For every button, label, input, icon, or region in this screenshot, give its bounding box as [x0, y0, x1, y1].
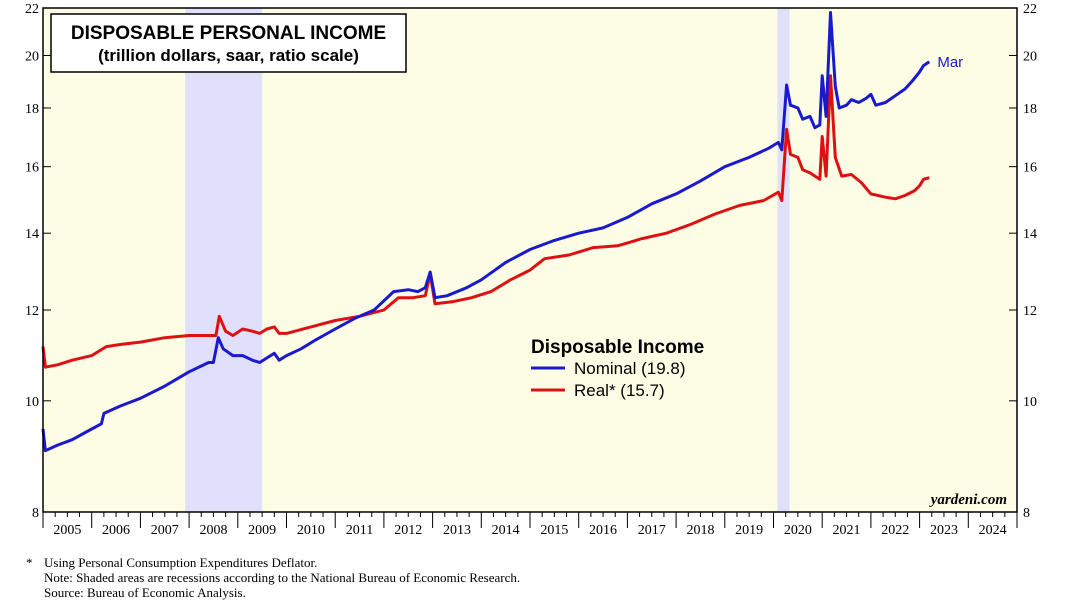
watermark-yardeni: yardeni.com — [929, 492, 1007, 508]
series-end-label-mar: Mar — [937, 54, 963, 71]
legend-item-real: Real* (15.7) — [574, 381, 665, 400]
y-tick-label-left: 18 — [25, 102, 39, 117]
legend: Disposable Income Nominal (19.8) Real* (… — [531, 337, 704, 400]
y-tick-label-left: 22 — [25, 2, 39, 17]
y-tick-label-right: 20 — [1023, 49, 1037, 64]
y-tick-label-right: 12 — [1023, 304, 1037, 319]
y-tick-label-left: 14 — [25, 227, 39, 242]
title-box: DISPOSABLE PERSONAL INCOME (trillion dol… — [50, 13, 407, 73]
x-tick-label: 2005 — [53, 523, 81, 538]
y-tick-label-right: 14 — [1023, 227, 1037, 242]
series-lines — [41, 11, 931, 453]
x-tick-label: 2017 — [638, 523, 666, 538]
series-line-real — [41, 74, 930, 369]
x-tick-label: 2016 — [589, 523, 617, 538]
series-line-nominal — [41, 11, 931, 453]
y-tick-label-left: 8 — [32, 506, 39, 521]
y-tick-label-left: 20 — [25, 49, 39, 64]
footnote-star: * — [26, 555, 33, 570]
y-axis-left: 8 10 12 14 16 18 20 22 — [25, 2, 51, 521]
x-axis: 2005 2006 2007 2008 2009 2010 2011 2012 2013 2014… — [42, 512, 1018, 538]
legend-item-nominal: Nominal (19.8) — [574, 359, 686, 378]
footnote-source: Source: Bureau of Economic Analysis. — [44, 585, 246, 600]
x-tick-label: 2018 — [686, 523, 714, 538]
x-tick-label: 2014 — [492, 523, 520, 538]
footnote-note: Note: Shaded areas are recessions accord… — [44, 570, 521, 585]
x-tick-label: 2009 — [248, 523, 276, 538]
x-tick-label: 2015 — [540, 523, 568, 538]
chart-subtitle: (trillion dollars, saar, ratio scale) — [98, 46, 359, 65]
x-tick-label: 2021 — [833, 523, 861, 538]
x-tick-label: 2013 — [443, 523, 471, 538]
footnote-deflator: * Using Personal Consumption Expenditures… — [26, 555, 520, 570]
footnotes: * Using Personal Consumption Expenditures… — [26, 555, 520, 600]
chart-title: DISPOSABLE PERSONAL INCOME — [71, 23, 386, 44]
x-tick-label: 2024 — [979, 523, 1007, 538]
x-tick-label: 2006 — [102, 523, 130, 538]
x-tick-label: 2023 — [930, 523, 958, 538]
x-tick-label: 2022 — [881, 523, 909, 538]
legend-title: Disposable Income — [531, 337, 704, 358]
y-tick-label-right: 16 — [1023, 161, 1037, 176]
x-tick-label: 2011 — [346, 523, 373, 538]
y-tick-label-left: 10 — [25, 395, 39, 410]
recession-bands — [185, 8, 790, 512]
recession-band-1 — [777, 8, 790, 512]
x-tick-label: 2008 — [199, 523, 227, 538]
x-tick-label: 2019 — [735, 523, 763, 538]
y-tick-label-right: 10 — [1023, 395, 1037, 410]
y-tick-label-left: 12 — [25, 304, 39, 319]
x-tick-label: 2012 — [394, 523, 422, 538]
title-box-frame — [50, 13, 407, 73]
recession-band-0 — [185, 8, 263, 512]
footnote-line1: Using Personal Consumption Expenditures … — [44, 555, 318, 570]
y-tick-label-right: 8 — [1023, 506, 1030, 521]
x-tick-label: 2020 — [784, 523, 812, 538]
x-tick-label: 2007 — [151, 523, 179, 538]
x-tick-label: 2010 — [297, 523, 325, 538]
y-tick-label-right: 22 — [1023, 2, 1037, 17]
y-tick-label-left: 16 — [25, 161, 39, 176]
y-axis-right: 8 10 12 14 16 18 20 22 — [1009, 2, 1037, 521]
y-tick-label-right: 18 — [1023, 102, 1037, 117]
